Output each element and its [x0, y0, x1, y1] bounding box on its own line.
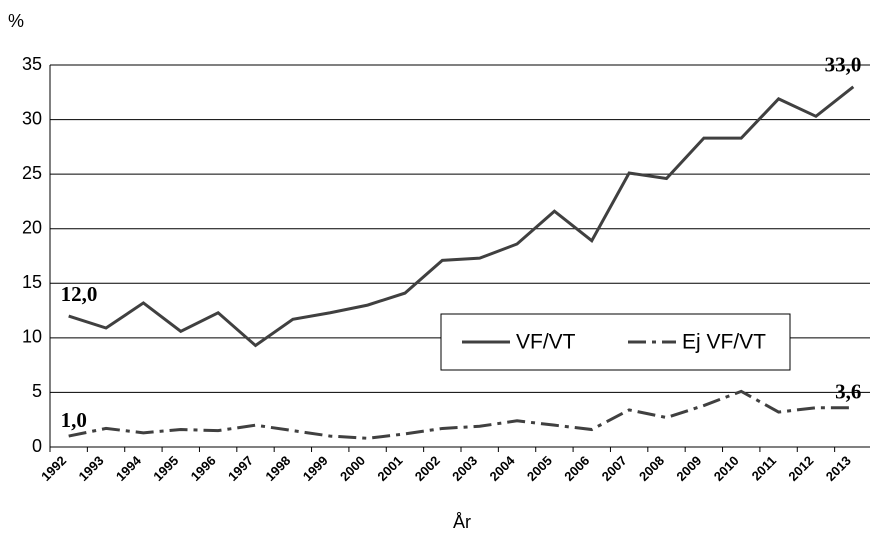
x-tick-label: 1997	[225, 453, 256, 484]
value-label: 12,0	[61, 282, 98, 306]
x-tick-label: 1995	[150, 453, 181, 484]
legend: VF/VT Ej VF/VT	[440, 313, 791, 371]
y-tick-label: 10	[22, 327, 42, 347]
x-tick-label: 2011	[749, 453, 780, 484]
x-tick-label: 2002	[412, 453, 443, 484]
value-label: 3,6	[835, 380, 861, 404]
value-label: 1,0	[61, 408, 87, 432]
x-tick-label: 1993	[76, 453, 107, 484]
y-tick-label: 5	[32, 381, 42, 401]
y-axis-label: %	[8, 11, 24, 31]
x-tick-label: 2010	[711, 453, 742, 484]
y-tick-label: 35	[22, 54, 42, 74]
series-line	[68, 85, 855, 348]
y-tick-label: 30	[22, 108, 42, 128]
x-tick-label: 1998	[262, 453, 293, 484]
x-tick-label: 2004	[487, 452, 519, 484]
x-tick-label: 1996	[188, 453, 219, 484]
x-tick-label: 2003	[449, 453, 480, 484]
x-tick-label: 1992	[38, 453, 69, 484]
y-tick-label: 15	[22, 272, 42, 292]
x-tick-label: 2006	[561, 453, 592, 484]
x-tick-label: 1994	[113, 452, 145, 484]
x-tick-label: 2000	[337, 453, 368, 484]
x-tick-label: 2012	[785, 453, 816, 484]
y-tick-label: 0	[32, 436, 42, 456]
x-tick-label: 2013	[823, 453, 854, 484]
y-tick-label: 25	[22, 163, 42, 183]
value-label: 33,0	[825, 53, 862, 77]
legend-label: VF/VT	[516, 331, 576, 354]
x-axis-label: År	[453, 512, 471, 532]
x-tick-label: 2001	[374, 453, 405, 484]
x-tick-label: 2007	[599, 453, 630, 484]
y-tick-label: 20	[22, 217, 42, 237]
x-tick-label: 2005	[524, 453, 555, 484]
x-tick-label: 1999	[300, 453, 331, 484]
legend-label: Ej VF/VT	[682, 331, 766, 354]
series-line	[68, 389, 854, 440]
x-tick-label: 2008	[636, 453, 667, 484]
x-tick-label: 2009	[673, 453, 704, 484]
